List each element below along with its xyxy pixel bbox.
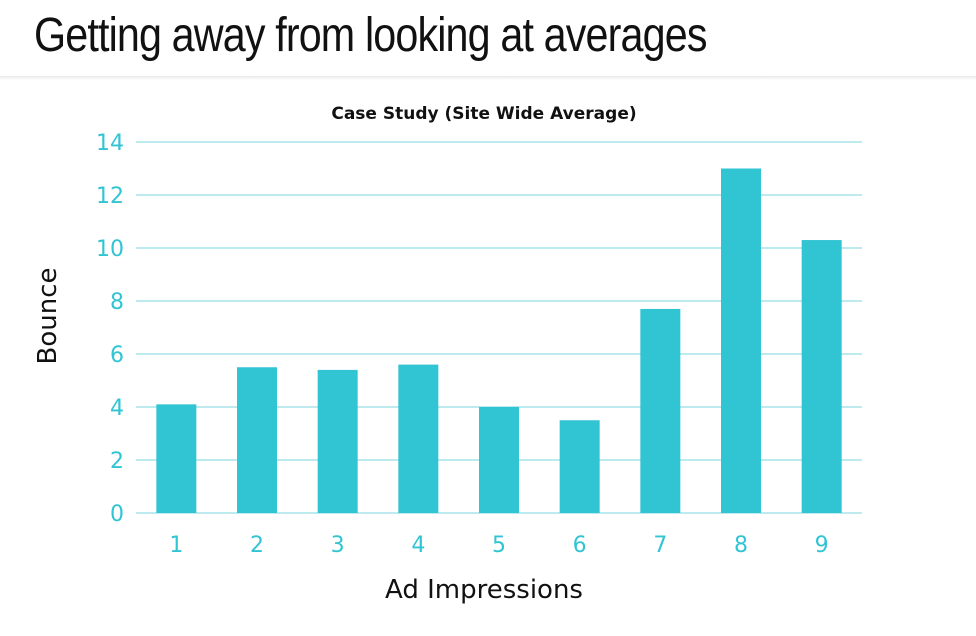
y-axis-label: Bounce: [33, 268, 63, 365]
bar-5: [479, 407, 519, 513]
x-tick-label: 7: [653, 533, 667, 558]
x-tick-label: 3: [331, 533, 345, 558]
y-tick-label: 0: [110, 502, 124, 527]
bar-1: [156, 404, 197, 513]
bar-6: [559, 420, 600, 513]
bar-7: [640, 308, 681, 513]
bar-2: [237, 367, 277, 513]
x-tick-label: 6: [573, 533, 587, 558]
x-tick-label: 5: [492, 533, 506, 558]
slide-header: Getting away from looking at averages: [0, 0, 976, 80]
y-tick-label: 8: [110, 290, 124, 315]
header-divider: [0, 76, 976, 80]
y-tick-label: 2: [110, 449, 124, 474]
chart-title: Case Study (Site Wide Average): [331, 104, 636, 124]
y-tick-label: 6: [110, 343, 124, 368]
x-tick-label: 9: [815, 533, 829, 558]
bar-chart: Case Study (Site Wide Average) 024681012…: [33, 104, 862, 605]
bars: [156, 168, 842, 514]
slide-title: Getting away from looking at averages: [34, 9, 707, 62]
x-tick-label: 1: [169, 533, 183, 558]
y-tick-label: 10: [96, 237, 124, 262]
y-tick-label: 14: [96, 131, 124, 156]
bar-3: [317, 369, 358, 513]
y-tick-label: 12: [96, 184, 124, 209]
x-tick-label: 2: [250, 533, 264, 558]
x-axis-ticks: 1 2 3 4 5 6 7 8 9: [169, 533, 828, 558]
bar-4: [398, 364, 439, 513]
y-axis-ticks: 0 2 4 6 8 10 12 14: [96, 131, 124, 527]
bar-8: [721, 168, 761, 513]
x-axis-label: Ad Impressions: [385, 575, 583, 605]
y-tick-label: 4: [110, 396, 124, 421]
x-tick-label: 4: [411, 533, 425, 558]
bar-9: [801, 240, 842, 514]
chart-area: Case Study (Site Wide Average) 0 2 4 6 8 10 12…: [0, 80, 976, 636]
x-tick-label: 8: [734, 533, 748, 558]
